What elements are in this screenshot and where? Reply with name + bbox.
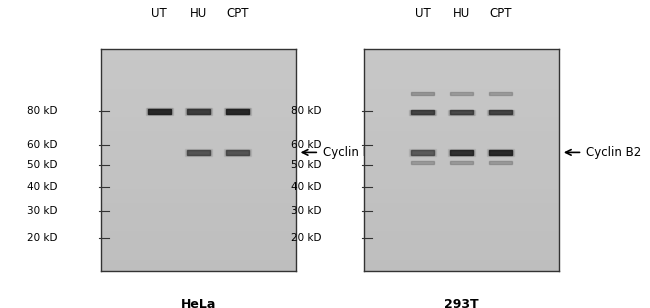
Text: UT: UT [151,7,167,20]
Bar [488,110,513,115]
Text: 30 kD: 30 kD [291,206,321,216]
Bar [449,110,474,115]
Bar [489,150,512,155]
Text: HU: HU [190,7,207,20]
Bar [410,149,436,156]
Bar [226,150,249,155]
Bar [225,150,250,155]
Bar [411,161,434,164]
Bar [410,110,436,116]
Text: CPT: CPT [226,7,248,20]
Bar [411,92,434,95]
Bar [450,150,473,155]
Text: 30 kD: 30 kD [27,206,58,216]
Text: 293T: 293T [444,298,479,308]
Bar [489,161,512,164]
Bar [187,150,210,155]
Text: 50 kD: 50 kD [291,160,321,170]
Text: HU: HU [453,7,470,20]
Bar [488,110,514,116]
Bar [226,109,249,114]
Bar [185,149,211,156]
Text: 40 kD: 40 kD [27,182,58,192]
Bar [187,109,210,114]
Bar [185,108,211,115]
Bar [449,150,474,155]
Text: 60 kD: 60 kD [27,140,58,150]
Bar [489,92,512,95]
Bar [489,111,512,115]
Text: Cyclin B2: Cyclin B2 [586,146,642,159]
Bar [147,108,172,114]
Bar [448,149,474,156]
Bar [410,110,435,115]
Text: 20 kD: 20 kD [27,233,58,243]
Text: CPT: CPT [489,7,512,20]
Bar [186,108,211,114]
Bar [450,92,473,95]
Text: 20 kD: 20 kD [291,233,321,243]
Text: 80 kD: 80 kD [27,106,58,116]
Text: 80 kD: 80 kD [291,106,321,116]
Bar [450,111,473,115]
Text: 60 kD: 60 kD [291,140,321,150]
Bar [411,111,434,115]
Text: HeLa: HeLa [181,298,216,308]
Bar [488,150,513,155]
Text: 50 kD: 50 kD [27,160,58,170]
Bar [411,150,434,155]
Bar [224,108,250,115]
Bar [488,149,514,156]
Bar [225,108,250,114]
Bar [450,161,473,164]
Text: 40 kD: 40 kD [291,182,321,192]
Text: Cyclin B2: Cyclin B2 [323,146,378,159]
Bar [146,108,172,115]
Text: UT: UT [415,7,430,20]
Bar [148,109,171,114]
Bar [224,149,250,156]
Bar [448,110,474,116]
Bar [410,150,435,155]
Bar [186,150,211,155]
